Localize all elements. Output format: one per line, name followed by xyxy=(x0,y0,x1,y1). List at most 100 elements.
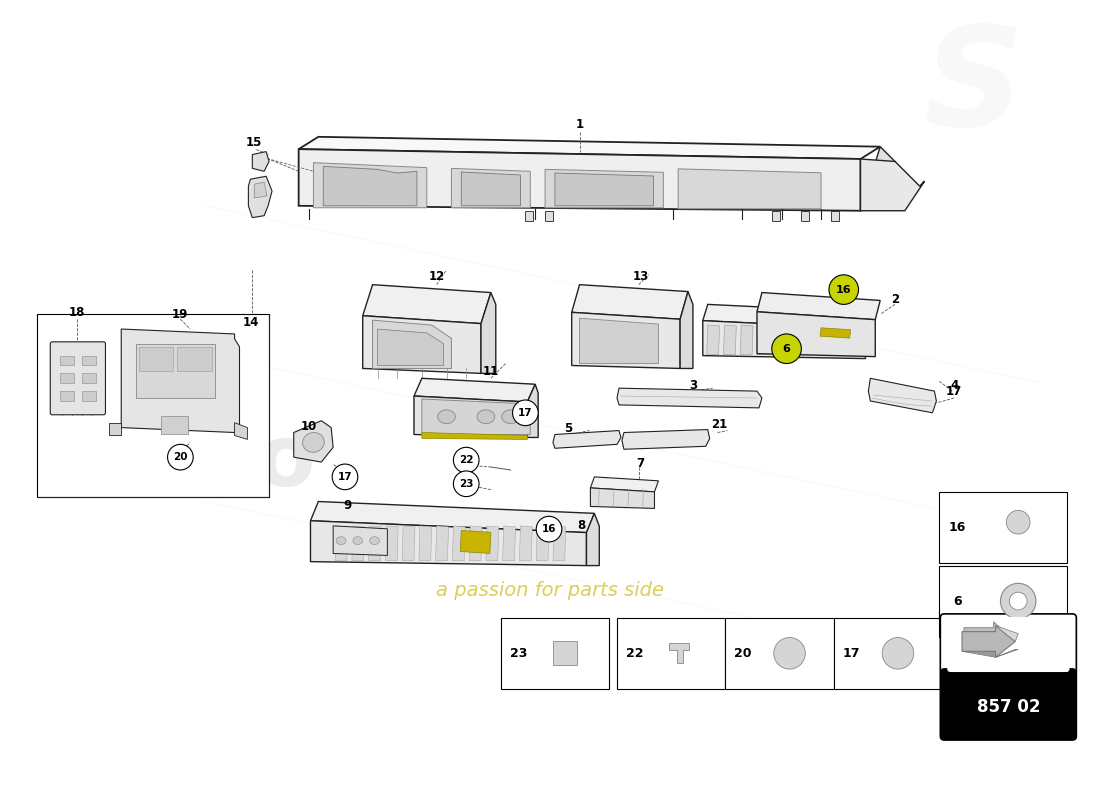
Bar xyxy=(139,346,174,371)
Text: 16: 16 xyxy=(836,285,851,294)
Bar xyxy=(60,374,74,383)
Polygon shape xyxy=(422,433,527,439)
Polygon shape xyxy=(323,166,417,206)
Polygon shape xyxy=(757,312,876,357)
Polygon shape xyxy=(299,137,880,159)
Polygon shape xyxy=(299,149,860,210)
Polygon shape xyxy=(109,422,121,435)
Bar xyxy=(60,391,74,401)
Bar xyxy=(939,566,1067,637)
Circle shape xyxy=(829,275,858,304)
Text: 22: 22 xyxy=(626,647,644,660)
Polygon shape xyxy=(352,526,365,561)
Polygon shape xyxy=(422,399,530,434)
Bar xyxy=(834,618,943,689)
Polygon shape xyxy=(860,146,895,210)
Polygon shape xyxy=(678,169,821,209)
Text: 7: 7 xyxy=(637,457,645,470)
Circle shape xyxy=(167,444,194,470)
Text: 16: 16 xyxy=(542,524,557,534)
Bar xyxy=(944,672,1072,736)
Polygon shape xyxy=(363,285,491,324)
Text: 23: 23 xyxy=(459,478,473,489)
Polygon shape xyxy=(403,526,415,561)
Polygon shape xyxy=(536,526,549,561)
Text: 2: 2 xyxy=(891,293,899,306)
Text: 5: 5 xyxy=(563,422,572,435)
Text: 23: 23 xyxy=(509,647,527,660)
Text: S: S xyxy=(924,20,1024,155)
Text: 18: 18 xyxy=(68,306,85,318)
Text: 19: 19 xyxy=(173,308,188,321)
Polygon shape xyxy=(757,293,880,320)
Text: 14: 14 xyxy=(243,316,260,329)
Polygon shape xyxy=(310,502,594,533)
Polygon shape xyxy=(554,173,653,206)
Bar xyxy=(81,374,96,383)
Polygon shape xyxy=(546,170,663,208)
Text: 17: 17 xyxy=(843,647,860,660)
Circle shape xyxy=(453,447,478,473)
Polygon shape xyxy=(860,159,925,210)
Polygon shape xyxy=(385,526,398,561)
Text: 1: 1 xyxy=(575,118,584,131)
FancyBboxPatch shape xyxy=(51,342,106,414)
Text: 857 02: 857 02 xyxy=(977,698,1041,715)
Circle shape xyxy=(453,471,478,497)
Polygon shape xyxy=(572,285,688,319)
Polygon shape xyxy=(773,325,786,354)
Text: a passion for parts side: a passion for parts side xyxy=(436,581,664,600)
Polygon shape xyxy=(254,182,267,198)
Bar xyxy=(546,210,553,221)
Polygon shape xyxy=(452,526,465,561)
Polygon shape xyxy=(470,526,482,561)
Polygon shape xyxy=(996,626,1019,642)
Polygon shape xyxy=(363,316,481,374)
Polygon shape xyxy=(621,430,710,450)
Bar xyxy=(726,618,834,689)
Text: 17: 17 xyxy=(518,408,532,418)
Ellipse shape xyxy=(438,410,455,424)
Polygon shape xyxy=(962,650,1019,658)
Bar xyxy=(617,618,726,689)
Text: 15: 15 xyxy=(246,136,263,150)
Polygon shape xyxy=(868,378,936,413)
Text: 20: 20 xyxy=(735,647,752,660)
Text: euro: euro xyxy=(95,421,316,503)
Polygon shape xyxy=(503,526,516,561)
Bar xyxy=(801,210,810,221)
Circle shape xyxy=(773,638,805,669)
Text: 8: 8 xyxy=(578,518,585,532)
Ellipse shape xyxy=(502,410,519,424)
Polygon shape xyxy=(580,318,659,363)
Circle shape xyxy=(332,464,358,490)
Text: 22: 22 xyxy=(459,455,473,465)
Text: 6: 6 xyxy=(782,344,791,354)
Polygon shape xyxy=(964,622,1011,654)
Circle shape xyxy=(1010,592,1027,610)
Polygon shape xyxy=(572,312,680,369)
Polygon shape xyxy=(591,488,654,509)
Circle shape xyxy=(772,334,801,363)
Bar xyxy=(81,391,96,401)
Polygon shape xyxy=(368,526,382,561)
Ellipse shape xyxy=(477,410,495,424)
Bar xyxy=(161,416,188,434)
Ellipse shape xyxy=(370,537,379,545)
Polygon shape xyxy=(821,328,850,338)
Polygon shape xyxy=(419,526,431,561)
Ellipse shape xyxy=(302,433,324,452)
Bar xyxy=(526,210,534,221)
Ellipse shape xyxy=(353,537,363,545)
Polygon shape xyxy=(840,325,854,354)
Polygon shape xyxy=(377,329,443,366)
Polygon shape xyxy=(724,325,736,354)
Bar xyxy=(500,618,609,689)
Text: 10: 10 xyxy=(300,420,317,433)
Text: 13: 13 xyxy=(632,270,649,283)
Polygon shape xyxy=(791,325,803,354)
Polygon shape xyxy=(310,521,586,566)
Polygon shape xyxy=(527,384,538,438)
Polygon shape xyxy=(414,396,527,438)
Bar xyxy=(830,210,839,221)
